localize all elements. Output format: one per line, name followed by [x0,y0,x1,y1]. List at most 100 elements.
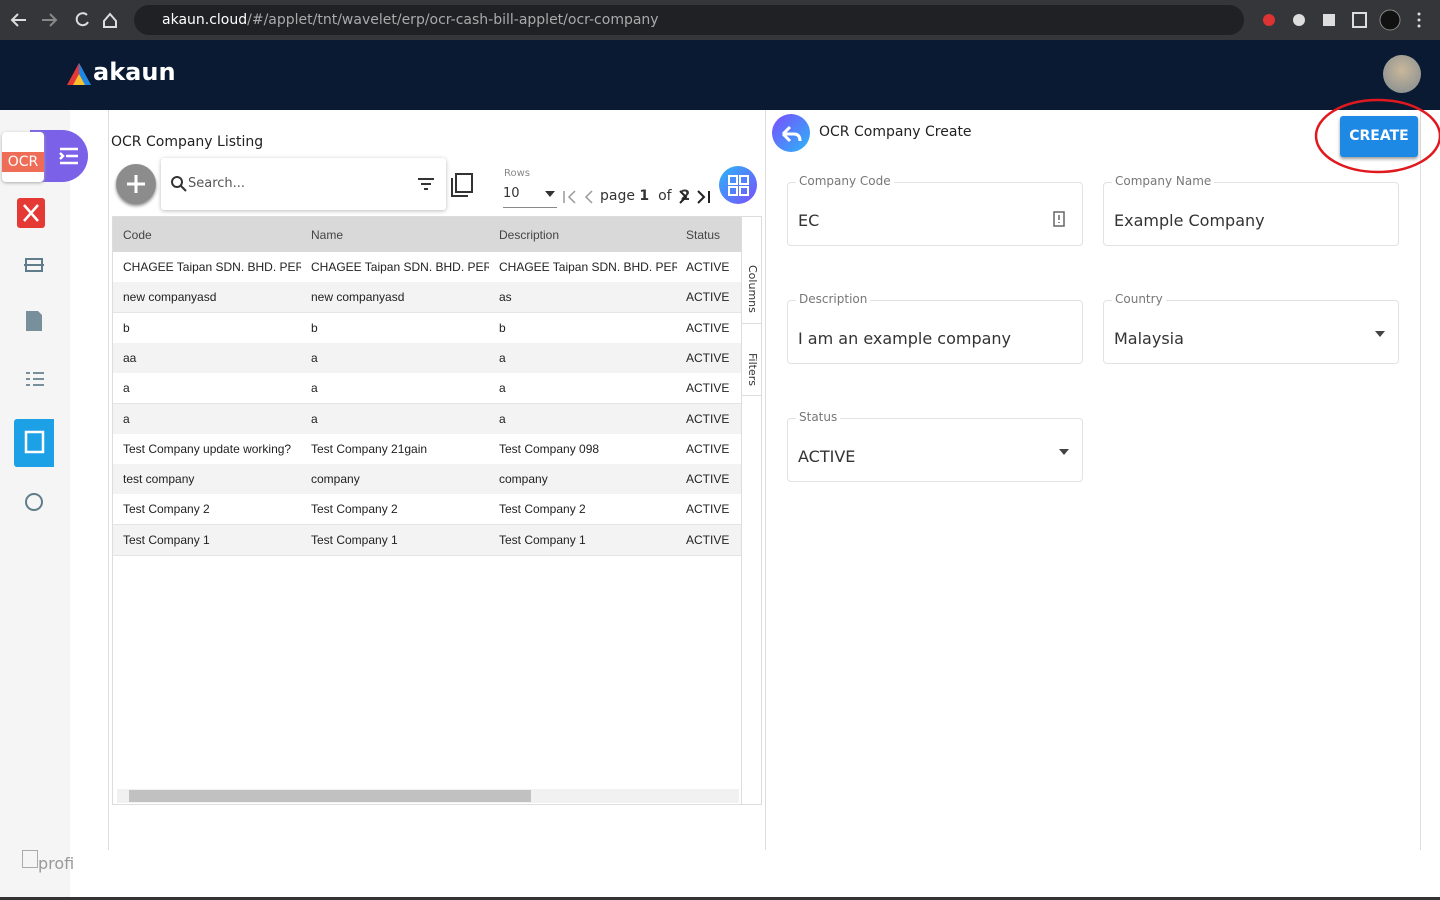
table-cell: a [123,381,130,396]
table-cell: new companyasd [123,290,217,305]
field-label: Status [796,410,841,424]
ocr-icon[interactable]: OCR [2,132,44,182]
column-header: Name [311,228,344,242]
app-header: akaun [0,40,1440,110]
form-field[interactable]: Description I am an example company [787,292,1083,364]
field-icon [1059,449,1069,455]
table-cell: CHAGEE Taipan SDN. BHD. PER... [499,260,677,274]
avatar[interactable] [1383,55,1421,93]
table-row [113,524,741,556]
side-bar: Columns Filters [742,216,762,805]
rows-value: 10 [503,186,520,201]
table-cell: company [499,472,548,487]
table-cell: CHAGEE Taipan SDN. BHD. PER... [311,260,489,274]
filters-tab[interactable]: Filters [742,323,762,396]
table-cell: ACTIVE [686,411,730,426]
form-field[interactable]: Company Name Example Company [1103,174,1399,246]
address-bar[interactable]: akaun.cloud/#/applet/tnt/wavelet/erp/ocr… [134,5,1244,35]
url: akaun.cloud/#/applet/tnt/wavelet/erp/ocr… [162,12,659,28]
highlight-ellipse [1314,98,1440,174]
data-table: Code Name Description Status CHAGEE Taipan S… [112,216,742,805]
table-row [113,494,741,526]
form-field[interactable]: Country Malaysia [1103,292,1399,364]
table-cell: ACTIVE [686,350,730,365]
field-label: Country [1112,292,1166,306]
field-label: Description [796,292,871,306]
divider [108,110,109,850]
field-icon [1053,211,1065,227]
sidebar: OCR profi [0,110,88,900]
field-value: I am an example company [798,329,1012,348]
table-cell: company [311,472,360,487]
table-cell: ACTIVE [686,441,730,456]
field-icon [1375,331,1385,337]
table-cell: Test Company 21gain [311,441,428,456]
table-row [113,403,741,435]
table-cell: Test Company 1 [311,532,398,547]
table-cell: aa [123,350,137,365]
field-value: Example Company [1114,211,1265,230]
table-cell: a [499,381,506,396]
table-header [113,217,741,252]
back-button[interactable] [772,114,810,152]
search-box[interactable]: Search... [161,158,446,210]
bottom-border [0,897,1440,900]
rows-select[interactable]: 10 [503,184,557,208]
field-value: Malaysia [1114,329,1184,348]
create-button[interactable]: CREATE [1340,116,1418,157]
table-cell: ACTIVE [686,381,730,396]
divider [1420,110,1421,850]
page-label: page [600,188,635,204]
table-cell: ACTIVE [686,502,730,517]
rows-label: Rows [504,168,531,179]
columns-tab[interactable]: Columns [742,217,762,324]
table-cell: a [311,350,318,365]
table-cell: as [499,290,512,305]
table-cell: ACTIVE [686,290,730,305]
nav-icons [10,12,117,28]
form-field[interactable]: Company Code EC [787,174,1083,246]
add-button[interactable] [116,164,156,204]
scroll-thumb[interactable] [129,790,531,802]
table-cell: a [311,381,318,396]
table-cell: CHAGEE Taipan SDN. BHD. PER... [123,260,301,274]
table-row [113,373,741,405]
table-cell: b [499,320,506,335]
table-cell: b [123,320,130,335]
filters-label: Filters [746,353,759,386]
scrollbar[interactable] [117,789,739,803]
sidebar-icons [14,198,54,511]
profile-icon [22,850,38,868]
table-cell: ACTIVE [686,472,730,487]
page-current: 1 [639,188,650,204]
table-cell: a [311,411,318,426]
table-cell: b [311,320,318,335]
table-cell: test company [123,472,195,487]
extension-icons [1263,9,1421,31]
first-prev-icons[interactable] [562,189,598,205]
table-cell: a [499,350,506,365]
table-cell: Test Company 098 [499,441,600,456]
table-cell: a [499,411,506,426]
columns-label: Columns [746,265,759,313]
table-cell: Test Company 1 [499,532,586,547]
form-field[interactable]: Status ACTIVE [787,410,1083,482]
url-host: akaun.cloud [162,12,248,28]
listing-title: OCR Company Listing [111,134,264,150]
table-row [113,464,741,496]
export-icon[interactable] [450,172,474,198]
page-of: of [658,188,672,204]
column-header: Status [686,228,721,242]
table-cell: a [123,411,130,426]
logo-mark [67,63,91,85]
next-last-icons[interactable] [676,189,712,205]
field-label: Company Code [796,174,894,188]
column-header: Code [123,228,152,242]
table-cell: ACTIVE [686,532,730,547]
ocr-badge: OCR [2,152,44,172]
form-title: OCR Company Create [819,124,972,140]
profile-label: profi [38,854,75,873]
view-toggle[interactable] [719,166,757,204]
table-cell: new companyasd [311,290,405,305]
table-cell: Test Company 1 [123,532,210,547]
